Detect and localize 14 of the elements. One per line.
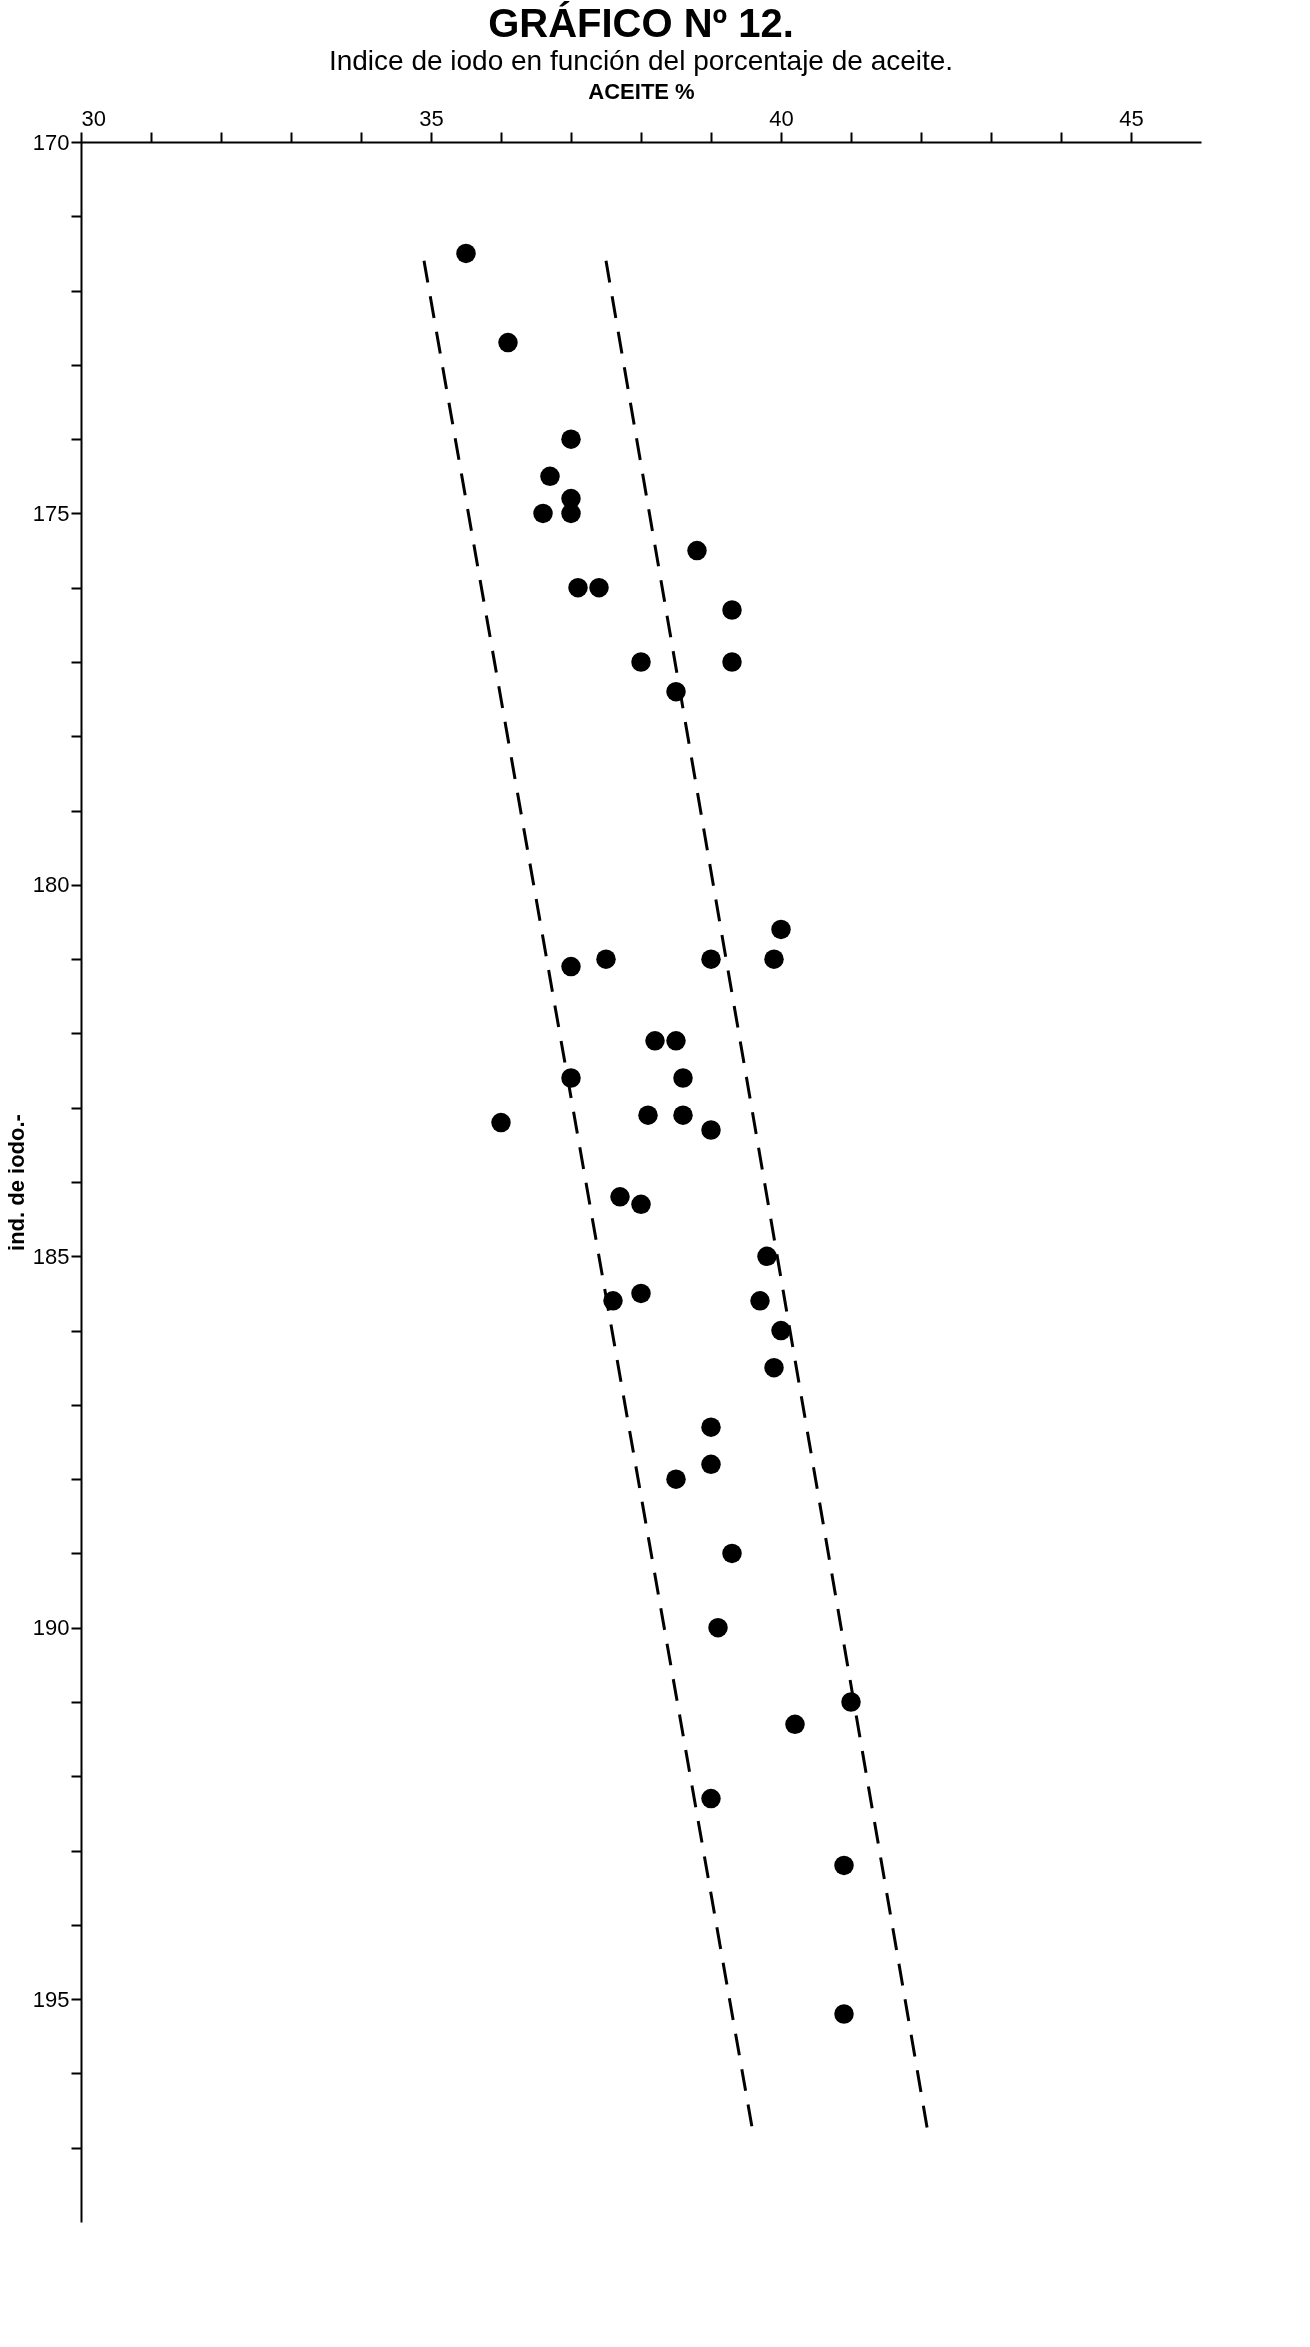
x-axis-title: ACEITE % (588, 78, 695, 104)
x-tick-label: 40 (769, 105, 794, 131)
y-tick-label: 175 (32, 500, 70, 526)
x-tick-label: 45 (1119, 105, 1144, 131)
y-tick-label: 180 (32, 872, 70, 898)
chart-subtitle: Indice de iodo en función del porcentaje de aceite. (328, 45, 954, 76)
chart-title: GRÁFICO Nº 12. (488, 1, 794, 45)
y-tick-label: 190 (32, 1615, 70, 1641)
x-tick-label: 35 (419, 105, 444, 131)
x-tick-label: 30 (81, 105, 106, 131)
y-tick-label: 185 (32, 1243, 70, 1269)
y-axis-title: ind. de iodo.- (3, 1114, 29, 1251)
y-tick-label: 170 (32, 129, 70, 155)
y-tick-label: 195 (32, 1986, 70, 2012)
